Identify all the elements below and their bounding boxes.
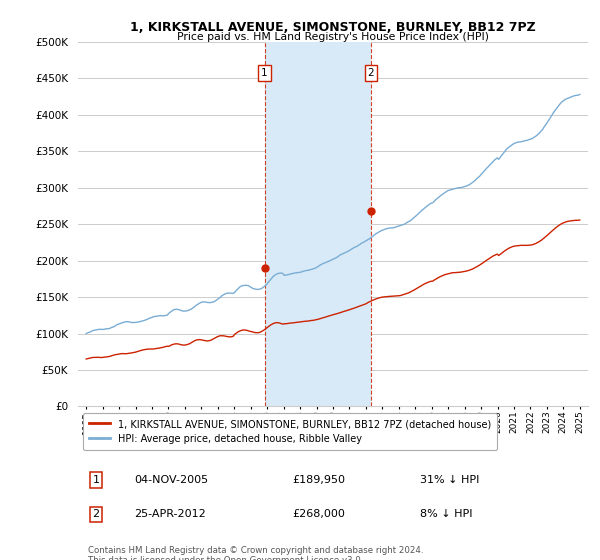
- Text: 04-NOV-2005: 04-NOV-2005: [134, 475, 208, 485]
- Text: 31% ↓ HPI: 31% ↓ HPI: [420, 475, 479, 485]
- Text: 25-APR-2012: 25-APR-2012: [134, 510, 206, 519]
- Legend: 1, KIRKSTALL AVENUE, SIMONSTONE, BURNLEY, BB12 7PZ (detached house), HPI: Averag: 1, KIRKSTALL AVENUE, SIMONSTONE, BURNLEY…: [83, 413, 497, 450]
- Bar: [265, 42, 371, 407]
- Text: 1: 1: [92, 475, 100, 485]
- Text: 2: 2: [92, 510, 100, 519]
- Text: 8% ↓ HPI: 8% ↓ HPI: [420, 510, 472, 519]
- Text: Contains HM Land Registry data © Crown copyright and database right 2024.
This d: Contains HM Land Registry data © Crown c…: [88, 546, 424, 560]
- Text: 2: 2: [368, 68, 374, 78]
- Text: £268,000: £268,000: [292, 510, 345, 519]
- Text: Price paid vs. HM Land Registry's House Price Index (HPI): Price paid vs. HM Land Registry's House …: [177, 32, 489, 43]
- Text: 1, KIRKSTALL AVENUE, SIMONSTONE, BURNLEY, BB12 7PZ: 1, KIRKSTALL AVENUE, SIMONSTONE, BURNLEY…: [130, 21, 536, 34]
- Text: 1: 1: [261, 68, 268, 78]
- Text: £189,950: £189,950: [292, 475, 345, 485]
